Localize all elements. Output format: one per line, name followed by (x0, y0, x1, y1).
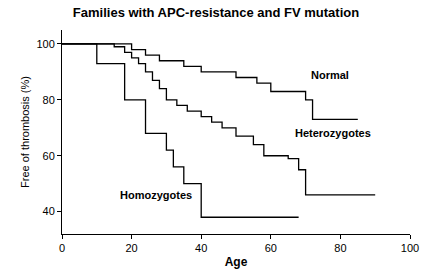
svg-text:Free of thrombosis (%): Free of thrombosis (%) (19, 76, 31, 188)
svg-text:Normal: Normal (311, 69, 349, 81)
svg-text:0: 0 (59, 242, 65, 254)
svg-text:Age: Age (225, 255, 248, 269)
svg-text:80: 80 (334, 242, 346, 254)
svg-text:40: 40 (195, 242, 207, 254)
svg-text:Families with APC-resistance a: Families with APC-resistance and FV muta… (73, 5, 359, 20)
svg-text:100: 100 (36, 38, 54, 50)
svg-text:60: 60 (43, 150, 55, 162)
svg-text:Homozygotes: Homozygotes (120, 189, 192, 201)
svg-text:60: 60 (265, 242, 277, 254)
svg-text:Heterozygotes: Heterozygotes (295, 127, 371, 139)
svg-text:20: 20 (125, 242, 137, 254)
svg-text:100: 100 (401, 242, 419, 254)
svg-text:80: 80 (43, 94, 55, 106)
svg-text:40: 40 (43, 205, 55, 217)
